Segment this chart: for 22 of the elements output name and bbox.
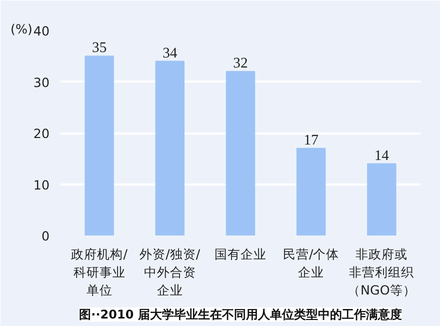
x-tick-label: 非政府或非营利组织（NGO等） bbox=[348, 246, 416, 298]
bar bbox=[296, 148, 326, 236]
x-tick-label: 国有企业 bbox=[214, 246, 266, 262]
y-tick-label: 0 bbox=[41, 228, 50, 244]
x-tick-label: 民营/个体企业 bbox=[282, 246, 340, 280]
text: 图··2010 届大学毕业生在不同用人单位类型中的工作满意度 bbox=[79, 308, 402, 322]
y-tick-label: 20 bbox=[33, 126, 50, 141]
y-tick-label: 30 bbox=[33, 74, 50, 90]
bar bbox=[226, 71, 256, 236]
x-tick-label: 政府机构/科研事业单位 bbox=[71, 246, 128, 298]
y-tick-label: 10 bbox=[33, 177, 50, 192]
data-label: 34 bbox=[162, 45, 178, 62]
bar bbox=[155, 60, 185, 236]
data-label: 14 bbox=[374, 148, 390, 164]
data-label: 17 bbox=[304, 132, 318, 148]
x-tick-label: 外资/独资/中外合资企业 bbox=[140, 246, 201, 298]
y-axis-title: (%) bbox=[10, 22, 32, 36]
y-tick-label: 40 bbox=[33, 24, 50, 38]
bar bbox=[84, 56, 114, 236]
bar bbox=[367, 163, 396, 236]
data-label: 32 bbox=[233, 56, 248, 72]
data-label: 35 bbox=[92, 40, 107, 56]
